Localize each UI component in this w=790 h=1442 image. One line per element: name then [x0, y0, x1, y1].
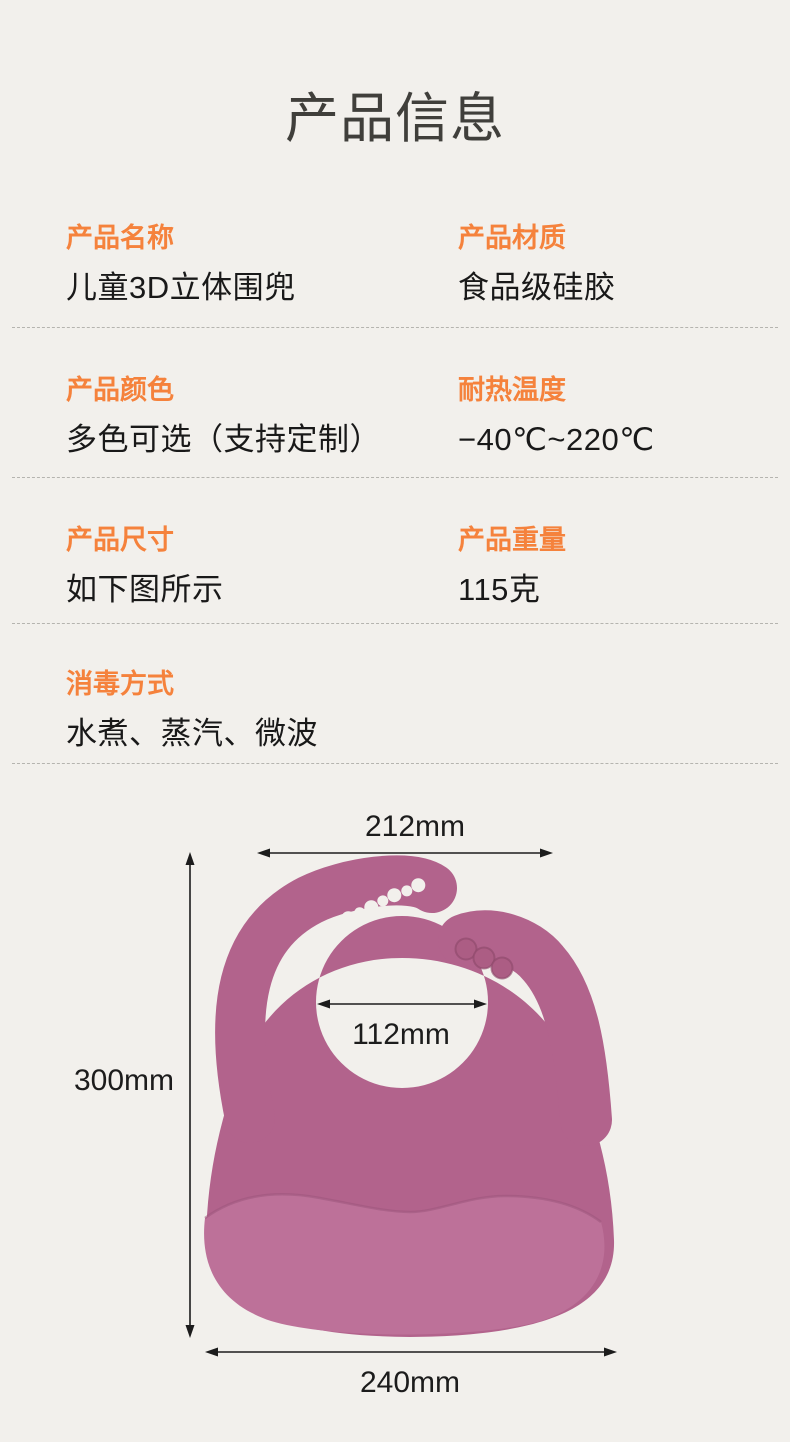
spec-weight: 产品重量 115克 [458, 524, 790, 608]
dashed-divider [12, 327, 778, 328]
spec-label: 产品重量 [458, 525, 566, 555]
strap-adjustment-holes [331, 878, 426, 930]
bib-left-strap [215, 855, 457, 1143]
spec-size: 产品尺寸 如下图所示 [66, 524, 406, 608]
spec-value: −40℃~220℃ [458, 422, 655, 457]
spec-value: 水煮、蒸汽、微波 [66, 716, 318, 751]
spec-label: 产品尺寸 [66, 525, 174, 555]
spec-product-name: 产品名称 儿童3D立体围兜 [66, 222, 406, 306]
page-title: 产品信息 [285, 89, 505, 149]
bib-pocket [204, 1194, 605, 1335]
spec-value: 多色可选（支持定制） [66, 422, 381, 457]
spec-sterilization: 消毒方式 水煮、蒸汽、微波 [66, 668, 406, 752]
spec-value: 儿童3D立体围兜 [66, 270, 296, 305]
bib-right-strap [438, 910, 612, 1146]
dimension-label-top-width: 212mm [364, 810, 466, 843]
spec-label: 耐热温度 [458, 375, 566, 405]
spec-value: 食品级硅胶 [458, 270, 616, 305]
dimension-label-height: 300mm [73, 1064, 174, 1097]
spec-color: 产品颜色 多色可选（支持定制） [66, 374, 406, 458]
spec-label: 产品材质 [458, 223, 566, 253]
dimension-arrows [185, 848, 617, 1357]
dimension-label-neck-width: 112mm [352, 1018, 450, 1051]
dimension-label-bottom-width: 240mm [359, 1366, 461, 1399]
spec-value: 115克 [458, 572, 541, 607]
dashed-divider [12, 477, 778, 478]
spec-material: 产品材质 食品级硅胶 [458, 222, 790, 306]
spec-label: 消毒方式 [66, 669, 174, 699]
spec-heat-resistance: 耐热温度 −40℃~220℃ [458, 374, 790, 458]
spec-label: 产品名称 [66, 223, 174, 253]
dashed-divider [12, 623, 778, 624]
bib-size-diagram [185, 848, 617, 1357]
dashed-divider [12, 763, 778, 764]
strap-snap-buttons [454, 937, 514, 980]
pocket-lip-crease [204, 1193, 602, 1224]
spec-value: 如下图所示 [66, 572, 224, 607]
spec-label: 产品颜色 [66, 375, 174, 405]
